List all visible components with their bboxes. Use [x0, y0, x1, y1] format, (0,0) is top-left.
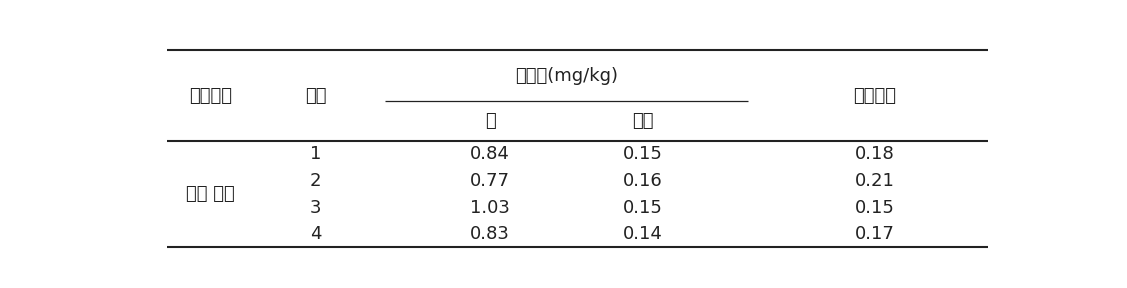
Text: 0.84: 0.84 — [470, 145, 511, 163]
Text: 배: 배 — [485, 112, 496, 130]
Text: 0.16: 0.16 — [623, 172, 663, 190]
Text: 0.15: 0.15 — [623, 145, 663, 163]
Text: 잔류량(mg/kg): 잔류량(mg/kg) — [515, 67, 619, 85]
Text: 반복: 반복 — [304, 86, 327, 105]
Text: 0.14: 0.14 — [623, 225, 663, 243]
Text: 1.03: 1.03 — [470, 198, 511, 217]
Text: 1: 1 — [310, 145, 321, 163]
Text: 0.17: 0.17 — [854, 225, 895, 243]
Text: 0.77: 0.77 — [470, 172, 511, 190]
Text: 가공계수: 가공계수 — [853, 86, 896, 105]
Text: 4: 4 — [310, 225, 321, 243]
Text: 0.15: 0.15 — [623, 198, 663, 217]
Text: 0.21: 0.21 — [854, 172, 895, 190]
Text: 0.15: 0.15 — [854, 198, 895, 217]
Text: 3: 3 — [310, 198, 321, 217]
Text: 배즙: 배즙 — [632, 112, 654, 130]
Text: 2: 2 — [310, 172, 321, 190]
Text: 포장구분: 포장구분 — [189, 86, 232, 105]
Text: 경기 안성: 경기 안성 — [186, 185, 236, 203]
Text: 0.83: 0.83 — [470, 225, 511, 243]
Text: 0.18: 0.18 — [854, 145, 895, 163]
